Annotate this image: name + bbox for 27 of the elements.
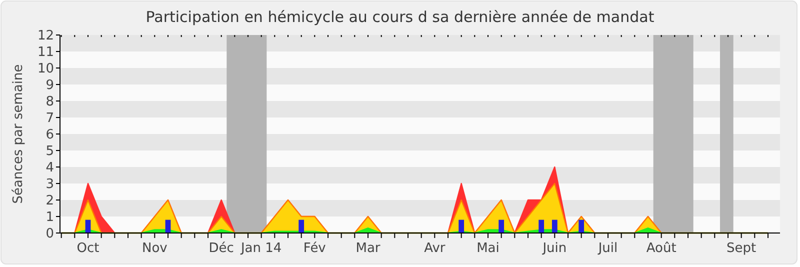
x-tick-label: Jan 14 (240, 241, 282, 256)
x-tick-label: Avr (424, 241, 446, 256)
y-tick-label: 10 (37, 62, 54, 76)
y-tick-label: 7 (46, 111, 54, 126)
y-tick-label: 0 (46, 226, 54, 242)
y-tick-label: 11 (37, 45, 54, 60)
x-tick-label: Août (646, 241, 676, 256)
x-tick-label: Déc (208, 241, 234, 256)
y-axis-title: Séances par semaine (11, 64, 26, 204)
x-tick-label: Oct (76, 241, 100, 256)
y-tick-label: 4 (46, 160, 54, 176)
y-tick-label: 3 (46, 177, 54, 192)
x-tick-label: Juin (542, 241, 567, 256)
y-tick-label: 6 (46, 128, 54, 142)
x-tick-label: Mar (356, 241, 381, 256)
x-tick-label: Fév (303, 241, 326, 256)
y-tick-label: 8 (46, 94, 54, 110)
y-tick-label: 12 (37, 28, 54, 44)
x-tick-label: Juil (597, 241, 618, 256)
y-tick-label: 5 (46, 144, 54, 159)
x-tick-label: Nov (142, 241, 168, 256)
y-tick-label: 1 (46, 210, 54, 225)
y-tick-label: 9 (46, 78, 54, 93)
x-tick-label: Mai (476, 241, 500, 256)
chart-title: Participation en hémicycle au cours d sa dernière année de mandat (146, 8, 654, 26)
x-tick-label: Sept (726, 241, 756, 256)
y-tick-label: 2 (46, 194, 54, 208)
